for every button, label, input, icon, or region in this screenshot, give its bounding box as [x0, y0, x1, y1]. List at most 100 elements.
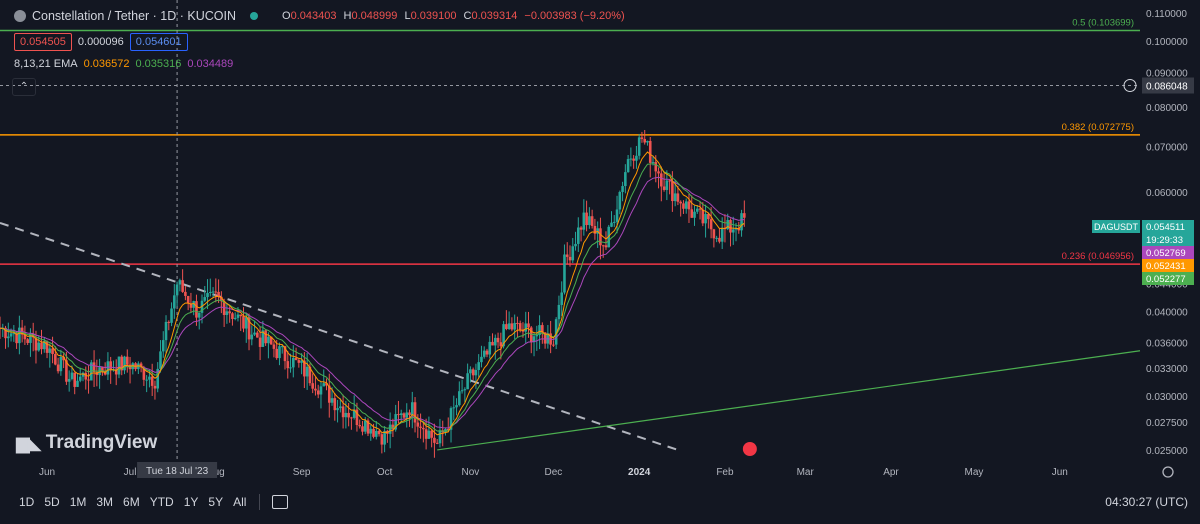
open-label: O [282, 10, 291, 22]
timeframe-1d[interactable]: 1D [19, 494, 35, 509]
candle-body [455, 405, 458, 408]
candle-body [690, 209, 694, 218]
candle-body [477, 362, 480, 370]
candle-body [303, 360, 306, 377]
candle-body [269, 336, 273, 345]
candle-body [704, 214, 707, 224]
price-axis-tick: 0.110000 [1146, 9, 1187, 20]
candle-body [648, 140, 652, 163]
candle-body [139, 363, 143, 368]
candle-body [214, 291, 218, 293]
candle-body [391, 424, 395, 430]
candle-body [90, 362, 93, 381]
candle-body [588, 216, 591, 226]
candle-body [660, 173, 663, 187]
candle-body [513, 322, 516, 330]
candle-body [330, 398, 334, 403]
candle-body [117, 356, 121, 375]
candle-body [698, 208, 702, 210]
candle-body [488, 341, 492, 355]
candle-body [668, 180, 671, 182]
candle-body [399, 413, 403, 416]
timeframe-5y[interactable]: 5Y [208, 494, 224, 509]
collapse-legend-button[interactable]: ⌃ [12, 78, 36, 96]
time-axis-tick: Jun [39, 467, 55, 478]
price-axis-tick: 0.027500 [1146, 418, 1188, 429]
coin-logo-icon [14, 10, 26, 22]
tradingview-brand: TradingView [45, 432, 158, 453]
candle-body [244, 317, 248, 329]
candle-body [51, 348, 54, 355]
candle-body [355, 409, 359, 426]
candle-body [471, 369, 475, 376]
candle-body [40, 342, 43, 350]
candle-body [297, 360, 301, 363]
candle-body [76, 380, 79, 387]
candle-body [535, 335, 539, 337]
utc-clock[interactable]: 04:30:27 (UTC) [1105, 494, 1188, 509]
candle-body [743, 213, 746, 218]
candle-body [607, 226, 611, 248]
price-tag-bg [1142, 220, 1194, 233]
timeframe-6m[interactable]: 6M [123, 494, 140, 509]
ema-13-line [0, 163, 745, 432]
candle-body [87, 379, 90, 381]
candle-body [402, 413, 406, 418]
candle-body [507, 323, 511, 329]
candle-body [505, 324, 508, 329]
candle-body [145, 379, 148, 381]
candle-body [81, 372, 85, 377]
candle-body [582, 212, 586, 230]
timeframe-1y[interactable]: 1Y [183, 494, 199, 509]
bottom-toolbar: 1D 5D 1M 3M 6M YTD 1Y 5Y All 04:30:27 (U… [0, 484, 1200, 519]
crosshair-price-label: 0.086048 [1146, 82, 1188, 93]
candle-body [637, 137, 641, 156]
candle-body [181, 280, 184, 292]
candle-body [203, 297, 207, 301]
candle-body [632, 158, 635, 161]
candle-body [62, 356, 65, 361]
candle-body [654, 162, 658, 172]
goto-date-icon[interactable] [272, 494, 289, 509]
price-tag-bg [1142, 259, 1194, 272]
timeframe-5d[interactable]: 5D [44, 494, 60, 509]
price-axis-tick: 0.070000 [1146, 142, 1188, 153]
candle-body [336, 408, 339, 411]
candle-body [676, 193, 680, 202]
candle-body [114, 369, 118, 375]
timeframe-all[interactable]: All [233, 494, 247, 509]
candle-body [463, 389, 467, 391]
candle-body [707, 214, 710, 220]
timeframe-3m[interactable]: 3M [96, 494, 114, 509]
sell-button[interactable]: 0.054505 [14, 33, 72, 51]
candle-body [529, 327, 533, 343]
candle-body [388, 424, 392, 434]
time-axis-tick: Feb [716, 467, 734, 478]
candle-body [258, 337, 262, 347]
candle-body [734, 228, 738, 230]
time-axis-tick: Jun [1052, 467, 1068, 478]
candle-body [604, 245, 608, 248]
candle-body [319, 386, 323, 395]
candle-body [499, 342, 503, 347]
symbol-title[interactable]: Constellation / Tether · 1D · KUCOIN [32, 9, 237, 23]
timeframe-1m[interactable]: 1M [69, 494, 87, 509]
candle-body [410, 402, 414, 416]
candle-body [563, 254, 566, 293]
candle-body [571, 246, 575, 261]
candle-body [78, 376, 82, 381]
candle-body [344, 412, 348, 418]
candle-body [123, 356, 126, 371]
candle-body [684, 201, 688, 209]
low-label: L [404, 10, 411, 22]
price-axis-tick: 0.030000 [1146, 392, 1188, 403]
time-axis-tick: 2024 [628, 467, 651, 478]
buy-button[interactable]: 0.054601 [129, 33, 188, 51]
candle-body [242, 316, 245, 329]
ema-legend[interactable]: 8,13,21 EMA 0.036572 0.035316 0.034489 [14, 58, 233, 70]
candle-body [67, 378, 71, 382]
candle-body [106, 361, 110, 375]
timeframe-ytd[interactable]: YTD [149, 494, 174, 509]
